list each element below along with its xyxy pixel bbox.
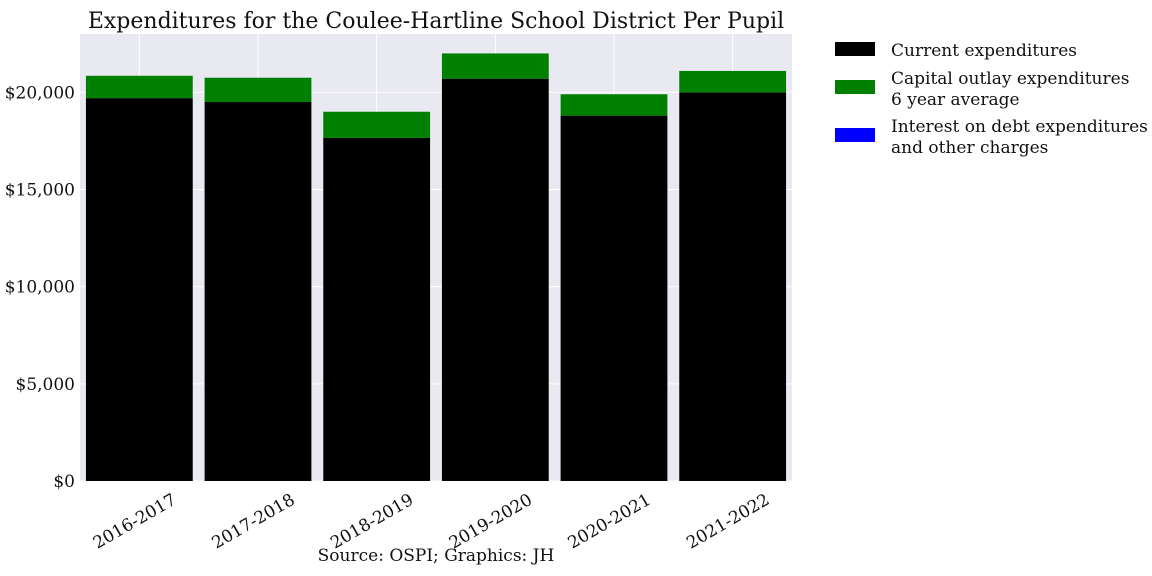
bar-2019-2020-series-0 [441,78,549,481]
x-tick-label: 2018-2019 [327,490,417,553]
legend-label: Interest on debt expenditures and other c… [891,117,1148,158]
plot-area [80,34,792,481]
y-tick-label: $5,000 [16,375,75,395]
x-tick-label: 2017-2018 [209,490,299,553]
y-tick-label: $15,000 [5,180,75,200]
bar-2017-2018-series-1 [204,77,312,103]
bar-2017-2018-series-0 [204,102,312,482]
legend-swatch [835,42,875,56]
bar-2021-2022-series-1 [679,70,787,93]
legend-label: Current expenditures [891,41,1077,61]
bars [85,53,787,482]
y-tick-label: $0 [53,472,75,492]
x-axis-ticks: 2016-2017 2017-2018 2018-2019 2019-2020 2020… [90,490,773,553]
x-tick-label: 2016-2017 [90,490,180,553]
y-tick-label: $20,000 [5,83,75,103]
chart-title: Expenditures for the Coulee-Hartline Sch… [88,9,784,34]
bar-2021-2022-series-0 [679,92,787,481]
bar-2020-2021-series-0 [560,115,668,481]
bar-2019-2020-series-1 [441,53,549,79]
x-tick-label: 2021-2022 [683,490,773,553]
legend-label: Capital outlay expenditures 6 year averag… [891,69,1129,110]
bar-2018-2019-series-0 [323,137,431,482]
x-tick-label: 2019-2020 [446,490,536,553]
source-caption: Source: OSPI; Graphics: JH [318,546,555,566]
legend-swatch [835,128,875,142]
bar-2020-2021-series-1 [560,94,668,116]
x-tick-label: 2020-2021 [565,490,655,553]
legend-swatch [835,80,875,94]
bar-2018-2019-series-1 [323,111,431,138]
bar-2016-2017-series-1 [85,75,193,99]
y-axis-ticks: $0 $5,000 $10,000 $15,000 $20,000 [5,83,75,492]
y-tick-label: $10,000 [5,278,75,298]
bar-2016-2017-series-0 [85,98,193,482]
legend: Current expenditures Capital outlay expen… [835,41,1148,158]
